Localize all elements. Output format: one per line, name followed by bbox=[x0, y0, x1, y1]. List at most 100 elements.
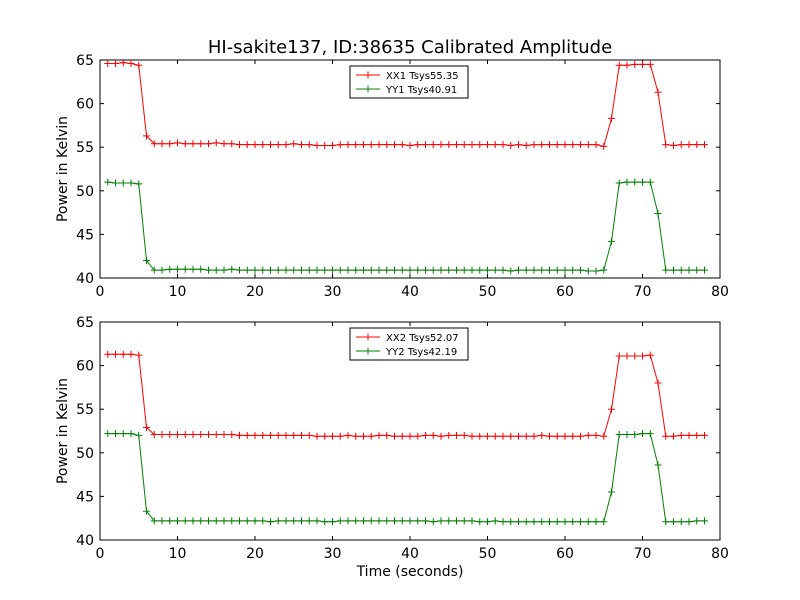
data-point-marker bbox=[197, 517, 205, 525]
data-point-marker bbox=[639, 60, 646, 68]
data-point-marker bbox=[329, 266, 336, 274]
data-point-marker bbox=[360, 266, 367, 274]
data-point-marker bbox=[685, 431, 693, 439]
data-point-marker bbox=[367, 432, 375, 440]
y-tick-label: 65 bbox=[76, 315, 94, 331]
data-point-marker bbox=[205, 517, 212, 525]
data-point-marker bbox=[197, 430, 205, 438]
data-point-marker bbox=[290, 140, 298, 148]
data-point-marker bbox=[259, 141, 267, 149]
x-tick-label: 20 bbox=[246, 284, 264, 300]
data-point-marker bbox=[298, 266, 305, 274]
series-1 bbox=[104, 350, 708, 440]
data-point-marker bbox=[569, 518, 577, 526]
data-point-marker bbox=[336, 266, 344, 274]
data-point-marker bbox=[491, 141, 499, 149]
x-tick-label: 50 bbox=[479, 546, 497, 562]
data-point-marker bbox=[530, 141, 538, 149]
data-point-marker bbox=[360, 432, 367, 440]
data-point-marker bbox=[305, 517, 313, 525]
data-point-marker bbox=[104, 59, 112, 67]
data-point-marker bbox=[197, 140, 205, 148]
x-tick-label: 10 bbox=[169, 284, 187, 300]
data-point-marker bbox=[228, 517, 236, 525]
data-point-marker bbox=[429, 518, 437, 526]
data-point-marker bbox=[243, 517, 251, 525]
data-point-marker bbox=[677, 518, 685, 526]
data-point-marker bbox=[112, 59, 119, 67]
data-point-marker bbox=[367, 517, 375, 525]
data-point-marker bbox=[422, 266, 429, 274]
x-tick-label: 80 bbox=[711, 546, 729, 562]
data-point-marker bbox=[112, 179, 119, 187]
data-point-marker bbox=[615, 179, 623, 187]
data-point-marker bbox=[251, 141, 259, 149]
data-point-marker bbox=[127, 350, 135, 358]
data-point-marker bbox=[468, 517, 476, 525]
data-point-marker bbox=[143, 257, 150, 265]
data-point-marker bbox=[375, 431, 383, 439]
chart-title: HI-sakite137, ID:38635 Calibrated Amplit… bbox=[208, 37, 612, 58]
data-point-marker bbox=[437, 266, 445, 274]
data-point-marker bbox=[251, 266, 259, 274]
data-point-marker bbox=[685, 266, 693, 274]
data-point-marker bbox=[677, 141, 685, 149]
data-point-marker bbox=[391, 266, 398, 274]
data-point-marker bbox=[437, 517, 445, 525]
x-axis-label: Time (seconds) bbox=[356, 564, 464, 580]
data-point-marker bbox=[453, 266, 460, 274]
data-point-marker bbox=[243, 431, 251, 439]
data-point-marker bbox=[530, 518, 538, 526]
data-point-marker bbox=[360, 517, 367, 525]
data-point-marker bbox=[429, 431, 437, 439]
y-tick-label: 60 bbox=[76, 97, 94, 113]
x-tick-label: 30 bbox=[324, 284, 342, 300]
data-point-marker bbox=[352, 266, 360, 274]
data-point-marker bbox=[445, 517, 453, 525]
data-point-marker bbox=[336, 517, 344, 525]
data-point-marker bbox=[600, 432, 608, 440]
data-point-marker bbox=[569, 141, 577, 149]
data-point-marker bbox=[127, 430, 135, 438]
legend-entry-label: XX1 Tsys55.35 bbox=[386, 71, 459, 82]
data-point-marker bbox=[460, 266, 468, 274]
data-point-marker bbox=[670, 432, 677, 440]
data-point-marker bbox=[290, 517, 298, 525]
data-point-marker bbox=[584, 267, 592, 275]
data-point-marker bbox=[259, 517, 267, 525]
data-point-marker bbox=[174, 265, 181, 273]
data-point-marker bbox=[243, 266, 251, 274]
data-point-marker bbox=[104, 178, 112, 186]
data-point-marker bbox=[600, 518, 608, 526]
data-point-marker bbox=[236, 266, 243, 274]
data-point-marker bbox=[538, 431, 546, 439]
y-tick-label: 50 bbox=[76, 446, 94, 462]
data-point-marker bbox=[406, 141, 414, 149]
data-point-marker bbox=[414, 432, 422, 440]
data-point-marker bbox=[623, 352, 631, 360]
data-point-marker bbox=[174, 517, 181, 525]
data-point-marker bbox=[181, 140, 189, 148]
data-point-marker bbox=[150, 140, 158, 148]
data-point-marker bbox=[437, 432, 445, 440]
series-1 bbox=[104, 59, 708, 150]
data-point-marker bbox=[662, 432, 670, 440]
data-point-marker bbox=[639, 178, 646, 186]
data-point-marker bbox=[484, 518, 491, 526]
data-point-marker bbox=[189, 265, 197, 273]
data-point-marker bbox=[491, 517, 499, 525]
data-point-marker bbox=[127, 59, 135, 67]
data-point-marker bbox=[538, 518, 546, 526]
data-point-marker bbox=[212, 517, 220, 525]
data-point-marker bbox=[166, 517, 174, 525]
data-point-marker bbox=[538, 266, 546, 274]
data-point-marker bbox=[352, 432, 360, 440]
data-point-marker bbox=[530, 432, 538, 440]
data-point-marker bbox=[282, 431, 290, 439]
data-point-marker bbox=[491, 432, 499, 440]
data-point-marker bbox=[150, 517, 158, 525]
data-point-marker bbox=[639, 430, 646, 438]
x-tick-label: 60 bbox=[556, 284, 574, 300]
data-point-marker bbox=[553, 432, 561, 440]
data-point-marker bbox=[677, 431, 685, 439]
